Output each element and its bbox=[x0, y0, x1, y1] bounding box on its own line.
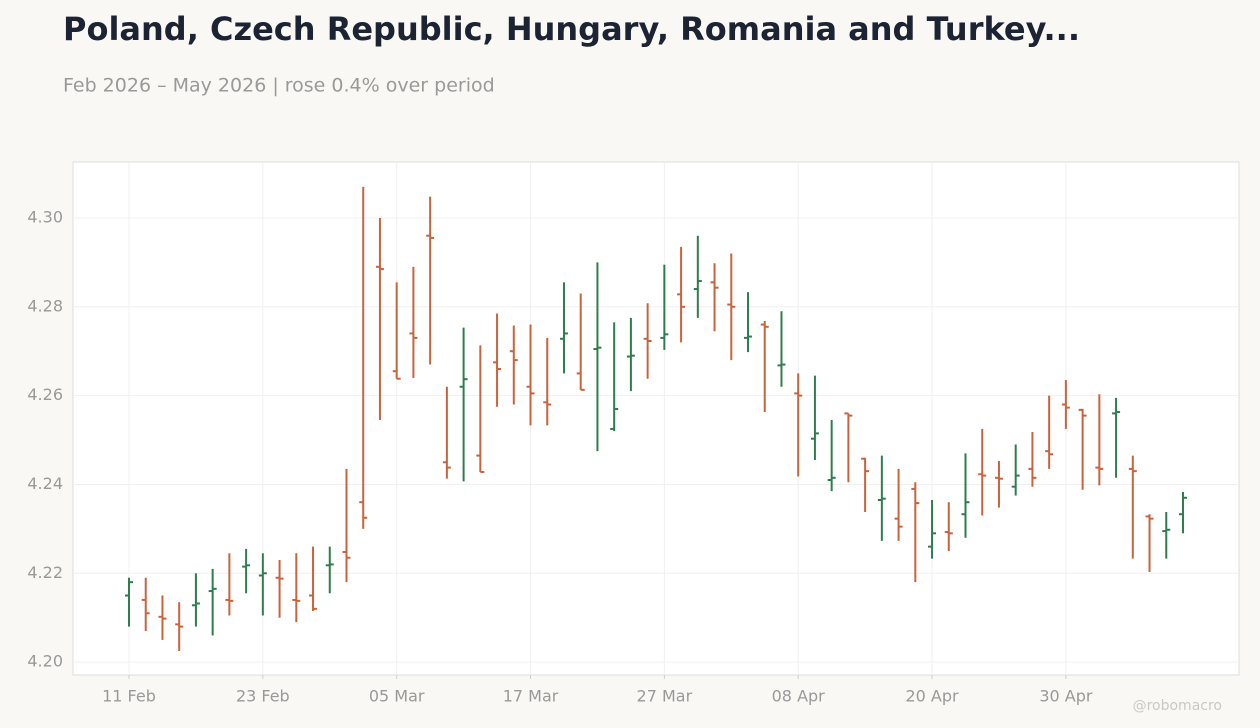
x-tick-label: 17 Mar bbox=[503, 687, 559, 706]
chart-subtitle: Feb 2026 – May 2026 | rose 0.4% over per… bbox=[63, 75, 495, 97]
x-tick-label: 11 Feb bbox=[102, 687, 156, 706]
y-tick-label: 4.20 bbox=[27, 652, 63, 671]
plot-area bbox=[72, 161, 1240, 676]
watermark: @robomacro bbox=[1133, 698, 1222, 714]
y-tick-label: 4.22 bbox=[27, 563, 63, 582]
y-tick-label: 4.24 bbox=[27, 474, 63, 493]
x-tick-label: 20 Apr bbox=[905, 687, 959, 706]
x-tick-label: 27 Mar bbox=[637, 687, 693, 706]
x-tick-label: 23 Feb bbox=[236, 687, 290, 706]
x-tick-label: 05 Mar bbox=[369, 687, 425, 706]
y-tick-label: 4.28 bbox=[27, 296, 63, 315]
x-tick-label: 08 Apr bbox=[772, 687, 826, 706]
y-tick-label: 4.30 bbox=[27, 207, 63, 226]
chart-title: Poland, Czech Republic, Hungary, Romania… bbox=[63, 10, 1080, 48]
y-tick-label: 4.26 bbox=[27, 385, 63, 404]
x-tick-label: 30 Apr bbox=[1039, 687, 1093, 706]
